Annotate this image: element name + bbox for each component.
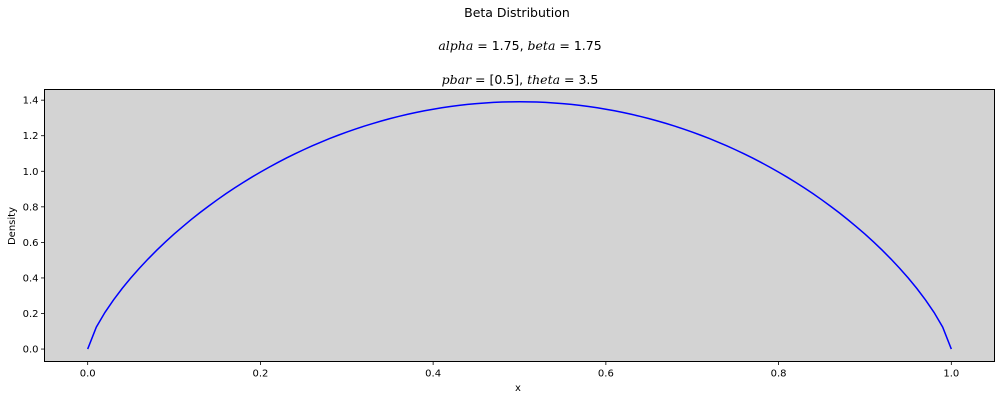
y-tick-label-3: 0.6 [23, 238, 39, 249]
chart-title: Beta Distribution [464, 5, 570, 20]
param-alpha-value: 1.75 [492, 38, 520, 53]
x-tick-label-3: 0.6 [598, 369, 614, 380]
y-tick-label-4: 0.8 [23, 202, 39, 213]
y-tick-label-1: 0.2 [23, 309, 39, 320]
y-tick-label-7: 1.4 [23, 96, 39, 107]
param-beta-value: 1.75 [574, 38, 602, 53]
chart-subtitle-params: alpha = 1.75, beta = 1.75 [438, 38, 601, 53]
param-alpha-name: alpha [438, 38, 473, 53]
param-pbar-value: [0.5] [490, 72, 520, 87]
param-beta-name: beta [528, 38, 556, 53]
x-tick-label-1: 0.2 [252, 369, 268, 380]
param-theta-value: 3.5 [578, 72, 598, 87]
y-tick-label-6: 1.2 [23, 131, 39, 142]
x-axis-label: x [515, 383, 521, 394]
density-line [86, 101, 953, 350]
axis-ticks: 0.0 0.2 0.4 0.6 0.8 1.0 0.0 0.2 0.4 0.6 0.8 1.0 1.2 1… [23, 96, 960, 380]
x-tick-label-4: 0.8 [771, 369, 787, 380]
x-tick-label-0: 0.0 [80, 369, 96, 380]
y-axis-label: Density [7, 207, 18, 245]
y-tick-label-0: 0.0 [23, 345, 39, 356]
x-tick-label-2: 0.4 [425, 369, 441, 380]
param-theta-name: theta [527, 72, 560, 87]
y-tick-label-2: 0.4 [23, 273, 39, 284]
x-tick-label-5: 1.0 [943, 369, 959, 380]
chart-subtitle-pbar-theta: pbar = [0.5], theta = 3.5 [442, 72, 599, 87]
plot-area [44, 89, 995, 362]
plot-frame [44, 89, 995, 362]
y-tick-label-5: 1.0 [23, 167, 39, 178]
param-pbar-name: pbar [442, 72, 472, 87]
